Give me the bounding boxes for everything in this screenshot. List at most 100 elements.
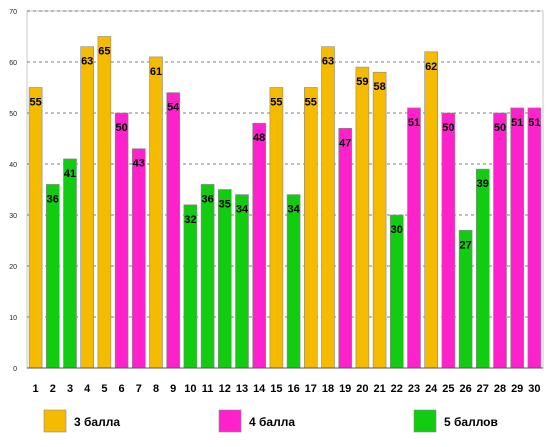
x-tick-label: 24 [425, 383, 438, 395]
legend-label: 5 баллов [444, 415, 498, 429]
bar [28, 87, 43, 369]
x-tick-label: 2 [50, 383, 56, 395]
y-tick-label: 60 [9, 60, 17, 67]
bar [321, 46, 335, 369]
bar-group: 48 [252, 122, 266, 369]
legend-swatch [413, 409, 437, 433]
bar-group: 63 [321, 46, 335, 369]
y-tick-label: 70 [9, 9, 17, 16]
bar [424, 51, 439, 369]
x-tick-label: 6 [119, 383, 125, 395]
data-label: 65 [98, 46, 110, 58]
x-tick-label: 15 [270, 383, 282, 395]
data-label: 51 [528, 117, 540, 129]
bar-group: 30 [389, 214, 404, 369]
x-tick-label: 18 [322, 383, 334, 395]
x-tick-label: 12 [219, 383, 231, 395]
bar-group: 39 [475, 168, 490, 369]
x-tick-label: 17 [305, 383, 317, 395]
data-label: 36 [201, 193, 213, 205]
legend-item: 5 баллов [413, 409, 498, 433]
x-tick-label: 5 [101, 383, 107, 395]
bar-group: 51 [527, 107, 542, 369]
bar [389, 214, 404, 369]
data-label: 35 [219, 199, 231, 211]
data-label: 43 [133, 158, 145, 170]
bar-group: 43 [132, 148, 146, 369]
data-label: 51 [408, 117, 420, 129]
x-tick-label: 19 [339, 383, 351, 395]
y-tick-label: 0 [13, 366, 17, 373]
data-label: 63 [322, 56, 334, 68]
bar-group: 55 [303, 87, 318, 369]
bar [355, 66, 370, 369]
data-label: 47 [339, 137, 351, 149]
bar-group: 34 [286, 194, 301, 369]
bars: 55 36 41 63 65 50 43 61 54 32 36 35 34 48 55 34 55 63 47 59… [28, 36, 542, 369]
data-label: 61 [150, 66, 162, 78]
data-label: 59 [356, 76, 368, 88]
bar-group: 35 [218, 189, 232, 369]
bar-group: 65 [97, 36, 112, 369]
bar-group: 55 [269, 87, 284, 369]
bar [80, 46, 94, 369]
bar [166, 92, 180, 369]
bar [132, 148, 146, 369]
x-tick-label: 9 [170, 383, 176, 395]
bar [475, 168, 490, 369]
bar-group: 62 [424, 51, 439, 369]
bar [114, 112, 129, 369]
bar [218, 189, 232, 369]
bar-group: 54 [166, 92, 180, 369]
x-tick-label: 20 [356, 383, 368, 395]
x-tick-label: 16 [287, 383, 299, 395]
bar-group: 55 [28, 87, 43, 369]
x-tick-label: 27 [477, 383, 489, 395]
bar-group: 41 [63, 158, 77, 369]
y-axis: 0 10 20 30 40 50 60 70 [9, 9, 17, 373]
x-tick-label: 29 [511, 383, 523, 395]
bar [510, 107, 525, 369]
x-tick-label: 25 [442, 383, 454, 395]
bar-group: 36 [45, 184, 60, 369]
bar-group: 50 [114, 112, 129, 369]
x-tick-label: 8 [153, 383, 159, 395]
x-tick-label: 22 [391, 383, 403, 395]
bar-group: 63 [80, 46, 94, 369]
y-tick-label: 50 [9, 111, 17, 118]
bar [441, 112, 456, 369]
x-tick-label: 30 [528, 383, 540, 395]
bar [286, 194, 301, 369]
x-tick-label: 23 [408, 383, 420, 395]
bar-group: 34 [235, 194, 249, 369]
data-label: 39 [477, 178, 489, 190]
x-tick-label: 26 [459, 383, 471, 395]
x-tick-label: 3 [67, 383, 73, 395]
x-tick-label: 1 [33, 383, 39, 395]
legend-item: 3 балла [43, 409, 120, 433]
x-tick-label: 14 [253, 383, 266, 395]
bar-group: 36 [200, 184, 215, 369]
legend-swatch [43, 409, 67, 433]
bar [527, 107, 542, 369]
legend-label: 4 балла [249, 415, 295, 429]
data-label: 51 [511, 117, 523, 129]
x-axis: 1 2 3 4 5 6 7 8 9 10 11 12 13 14 15 16 17 18 19 20 21 22 23 24 2… [27, 367, 543, 395]
y-tick-label: 40 [9, 162, 17, 169]
bar [183, 204, 198, 369]
bar [269, 87, 284, 369]
data-label: 50 [494, 122, 506, 134]
data-label: 41 [64, 168, 76, 180]
bar [372, 71, 387, 369]
data-label: 58 [373, 81, 385, 93]
legend-label: 3 балла [74, 415, 120, 429]
data-label: 63 [81, 56, 93, 68]
bar-group: 32 [183, 204, 198, 369]
bar [338, 128, 353, 369]
bar-group: 47 [338, 128, 353, 369]
bar [252, 122, 266, 369]
data-label: 55 [305, 97, 317, 109]
data-label: 34 [236, 204, 249, 216]
data-label: 55 [270, 97, 282, 109]
bar-group: 59 [355, 66, 370, 369]
